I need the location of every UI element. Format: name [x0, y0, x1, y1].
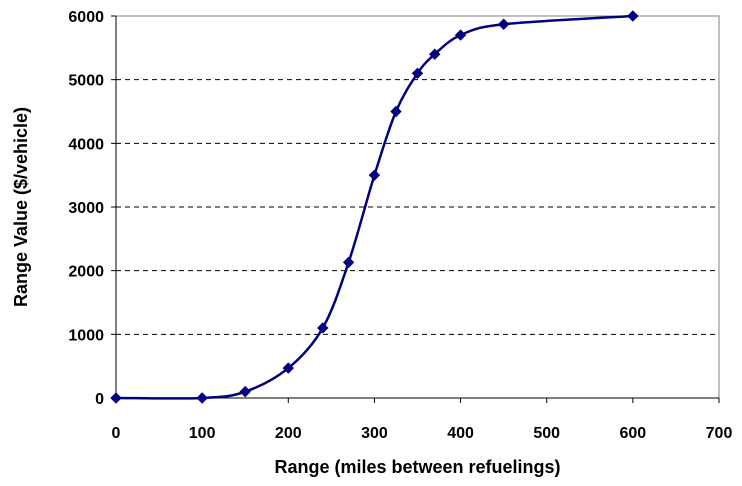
- data-point-marker: [429, 48, 441, 60]
- data-point-marker: [317, 322, 329, 334]
- data-point-marker: [282, 362, 294, 374]
- data-point-marker: [627, 10, 639, 22]
- x-tick-label: 700: [706, 425, 733, 442]
- tick-labels: 0 1000 2000 3000 4000 5000 6000 0 100 200 300 400 50…: [68, 9, 732, 442]
- y-tick-label: 3000: [68, 200, 104, 217]
- x-tick-label: 500: [533, 425, 560, 442]
- data-point-marker: [368, 169, 381, 181]
- data-series: [110, 10, 639, 404]
- gridlines: [116, 79, 719, 335]
- data-point-marker: [454, 29, 467, 41]
- x-axis-title: Range (miles between refuelings): [274, 457, 560, 477]
- y-tick-label: 4000: [68, 136, 104, 153]
- data-point-marker: [390, 105, 402, 118]
- data-point-marker: [411, 67, 424, 80]
- data-point-marker: [110, 392, 122, 404]
- y-tick-label: 0: [95, 391, 104, 408]
- data-point-marker: [239, 385, 251, 398]
- x-tick-label: 600: [620, 425, 647, 442]
- x-tick-label: 400: [447, 425, 474, 442]
- data-point-marker: [342, 256, 355, 269]
- y-tick-label: 6000: [68, 9, 104, 26]
- y-axis-title: Range Value ($/vehicle): [11, 107, 31, 307]
- data-point-marker: [196, 392, 208, 404]
- y-tick-label: 2000: [68, 264, 104, 281]
- x-tick-label: 0: [112, 425, 121, 442]
- data-point-marker: [497, 18, 510, 30]
- x-tick-label: 300: [361, 425, 388, 442]
- y-tick-label: 5000: [68, 73, 104, 90]
- x-tick-label: 200: [275, 425, 302, 442]
- series-line: [115, 14, 633, 400]
- y-tick-label: 1000: [68, 327, 104, 344]
- x-tick-label: 100: [189, 425, 216, 442]
